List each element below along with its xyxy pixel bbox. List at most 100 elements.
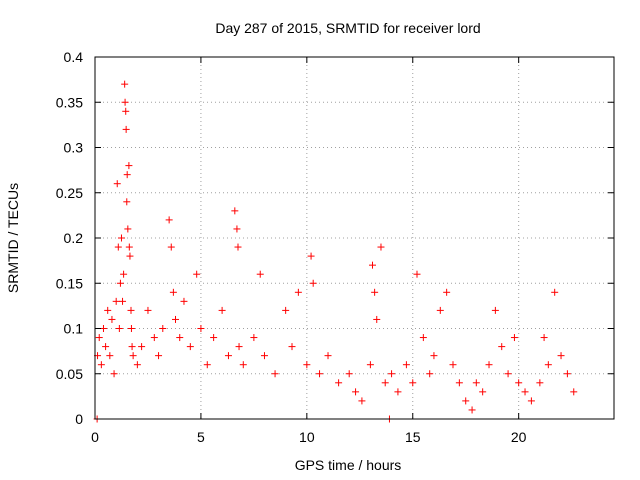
y-tick-label: 0.4: [64, 49, 84, 65]
data-point: [224, 352, 232, 360]
data-point: [563, 370, 571, 378]
data-point: [316, 370, 324, 378]
x-tick-label: 20: [511, 429, 527, 445]
data-point: [120, 270, 128, 278]
data-point: [155, 352, 163, 360]
x-tick-label: 5: [197, 429, 205, 445]
data-point: [119, 297, 127, 305]
data-point: [117, 234, 125, 242]
data-point: [498, 343, 506, 351]
data-point: [102, 343, 110, 351]
data-point: [402, 361, 410, 369]
data-point: [233, 225, 241, 233]
data-point: [307, 252, 315, 260]
data-point: [121, 98, 129, 106]
data-point: [409, 379, 417, 387]
data-point: [377, 243, 385, 251]
data-point: [108, 315, 116, 323]
data-point: [371, 288, 379, 296]
y-tick-label: 0.1: [64, 321, 84, 337]
data-point: [256, 270, 264, 278]
data-point: [430, 352, 438, 360]
data-point: [551, 288, 559, 296]
data-point: [122, 125, 130, 133]
y-tick-label: 0.15: [56, 275, 83, 291]
x-tick-label: 15: [405, 429, 421, 445]
data-point: [309, 279, 317, 287]
data-point: [234, 243, 242, 251]
data-point: [540, 334, 548, 342]
data-point: [144, 306, 152, 314]
data-point: [413, 270, 421, 278]
data-point: [491, 306, 499, 314]
data-point: [123, 198, 131, 206]
data-point: [176, 334, 184, 342]
data-point: [485, 361, 493, 369]
y-tick-label: 0.05: [56, 366, 83, 382]
data-point: [235, 343, 243, 351]
data-point: [104, 306, 112, 314]
data-point: [186, 343, 194, 351]
data-point: [125, 243, 133, 251]
data-point: [381, 379, 389, 387]
data-point: [210, 334, 218, 342]
data-point: [294, 288, 302, 296]
data-point: [443, 288, 451, 296]
data-point: [169, 288, 177, 296]
plot-frame: [94, 56, 615, 420]
data-point: [369, 261, 377, 269]
data-point: [97, 361, 105, 369]
data-point: [231, 207, 239, 215]
data-point: [462, 397, 470, 405]
data-point: [282, 306, 290, 314]
y-tick-label: 0: [75, 411, 83, 427]
data-point: [536, 379, 544, 387]
x-axis-label: GPS time / hours: [295, 457, 402, 473]
data-point: [138, 343, 146, 351]
data-point: [114, 243, 122, 251]
data-point: [113, 180, 121, 188]
data-point: [324, 352, 332, 360]
data-point: [352, 388, 360, 396]
data-point: [121, 80, 129, 88]
data-point: [193, 270, 201, 278]
data-point: [388, 370, 396, 378]
data-point: [150, 334, 158, 342]
data-point: [521, 388, 529, 396]
data-point: [504, 370, 512, 378]
data-point: [288, 343, 296, 351]
data-point: [557, 352, 565, 360]
grid-lines: [95, 57, 614, 419]
data-point: [510, 334, 518, 342]
data-point: [345, 370, 353, 378]
data-point: [129, 352, 137, 360]
data-point: [527, 397, 535, 405]
data-point: [115, 325, 123, 332]
data-point: [197, 325, 205, 332]
y-tick-label: 0.3: [64, 140, 84, 156]
data-point: [394, 388, 402, 396]
data-point: [426, 370, 434, 378]
data-point: [515, 379, 523, 387]
data-point: [335, 379, 343, 387]
axis-ticks: [94, 56, 614, 420]
data-point: [127, 306, 135, 314]
axis-tick-labels: 0 5 10 15 20 0 0.05 0.1 0.15 0.2 0.25 0.3 0.35 0.4: [56, 49, 527, 445]
data-point: [165, 216, 173, 224]
data-point: [544, 361, 552, 369]
y-tick-label: 0.25: [56, 185, 83, 201]
data-point: [171, 315, 179, 323]
data-point: [159, 325, 167, 332]
data-point: [125, 162, 133, 170]
data-point: [468, 406, 476, 414]
data-point: [373, 315, 381, 323]
data-point: [479, 388, 487, 396]
data-point: [127, 325, 135, 332]
data-point: [123, 171, 131, 179]
data-point: [116, 279, 124, 287]
data-point: [124, 225, 132, 233]
chart-title: Day 287 of 2015, SRMTID for receiver lor…: [215, 20, 480, 36]
data-point: [95, 334, 103, 342]
y-tick-label: 0.35: [56, 94, 83, 110]
